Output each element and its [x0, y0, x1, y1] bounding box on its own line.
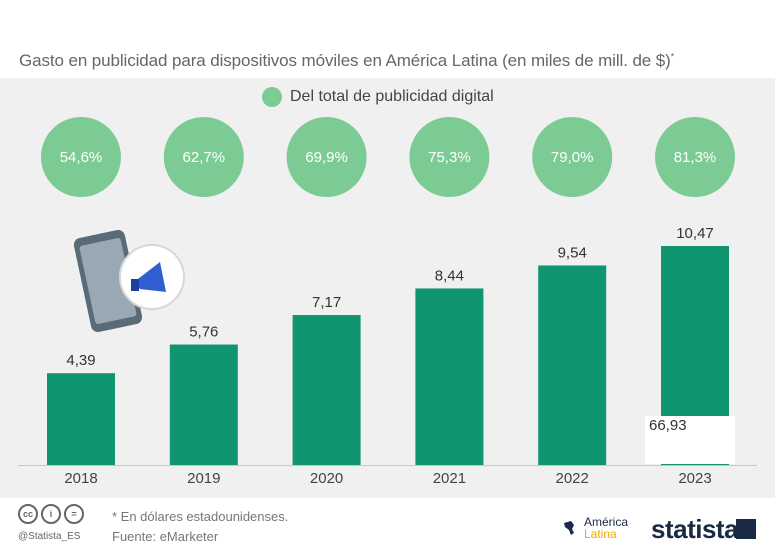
x-tick-label: 2018 — [64, 470, 97, 487]
bar-value-label: 7,17 — [312, 294, 341, 311]
megaphone-cone — [134, 262, 166, 292]
latin-america-map-icon — [564, 521, 574, 535]
license-icons: cc i = — [18, 504, 84, 524]
brand-mark-icon — [736, 519, 756, 539]
social-handle[interactable]: @Statista_ES — [18, 531, 81, 542]
overlay-value: 66,93 — [649, 417, 687, 434]
footer-notes: * En dólares estadounidenses. Fuente: eM… — [112, 507, 288, 547]
partner-line-2: Latina — [584, 527, 617, 541]
share-bubble — [532, 117, 613, 197]
bar-value-label: 9,54 — [558, 244, 587, 261]
share-label: 54,6% — [60, 149, 103, 166]
bar-2019 — [169, 344, 238, 465]
phone-screen — [79, 238, 137, 324]
megaphone-handle — [131, 279, 139, 291]
brand-logo: statista — [651, 514, 739, 544]
top-band — [0, 0, 775, 48]
bar-value-label: 8,44 — [435, 267, 464, 284]
share-label: 81,3% — [674, 149, 717, 166]
x-tick-label: 2021 — [433, 470, 466, 487]
legend-label: Del total de publicidad digital — [290, 88, 494, 105]
no-derivatives-icon: = — [64, 504, 84, 524]
attribution-icon: i — [41, 504, 61, 524]
share-bubble — [409, 117, 490, 197]
bar-value-label: 4,39 — [66, 352, 95, 369]
share-label: 62,7% — [183, 149, 226, 166]
share-bubble — [286, 117, 367, 197]
partner-name: América Latina — [584, 516, 628, 540]
share-label: 69,9% — [305, 149, 348, 166]
share-bubble — [163, 117, 244, 197]
x-tick-label: 2019 — [187, 470, 220, 487]
bar-value-label: 10,47 — [676, 225, 714, 242]
footnote: * En dólares estadounidenses. — [112, 509, 289, 524]
bar-value-label: 5,76 — [189, 324, 218, 341]
source: Fuente: eMarketer — [112, 529, 219, 544]
partner-line-1: América — [584, 515, 629, 529]
phone-megaphone-icon — [73, 229, 185, 333]
bar-2020 — [292, 315, 361, 465]
bar-2018 — [47, 373, 115, 465]
legend: Del total de publicidad digital — [262, 87, 494, 107]
bar-2022 — [538, 265, 607, 465]
share-bubble — [655, 117, 735, 197]
chart-title-text: Gasto en publicidad para dispositivos mó… — [19, 51, 671, 70]
x-tick-label: 2020 — [310, 470, 343, 487]
share-bubble — [41, 117, 121, 197]
share-label: 79,0% — [551, 149, 594, 166]
legend-dot — [262, 87, 282, 107]
title-footnote-mark: * — [670, 51, 675, 62]
creative-commons-icon: cc — [18, 504, 38, 524]
partner-logo: América Latina — [562, 516, 628, 540]
overlay-box — [645, 416, 735, 464]
x-tick-label: 2023 — [678, 470, 711, 487]
bar-2021 — [415, 288, 484, 465]
chart-title: Gasto en publicidad para dispositivos mó… — [19, 51, 674, 71]
share-label: 75,3% — [428, 149, 471, 166]
x-tick-label: 2022 — [556, 470, 589, 487]
